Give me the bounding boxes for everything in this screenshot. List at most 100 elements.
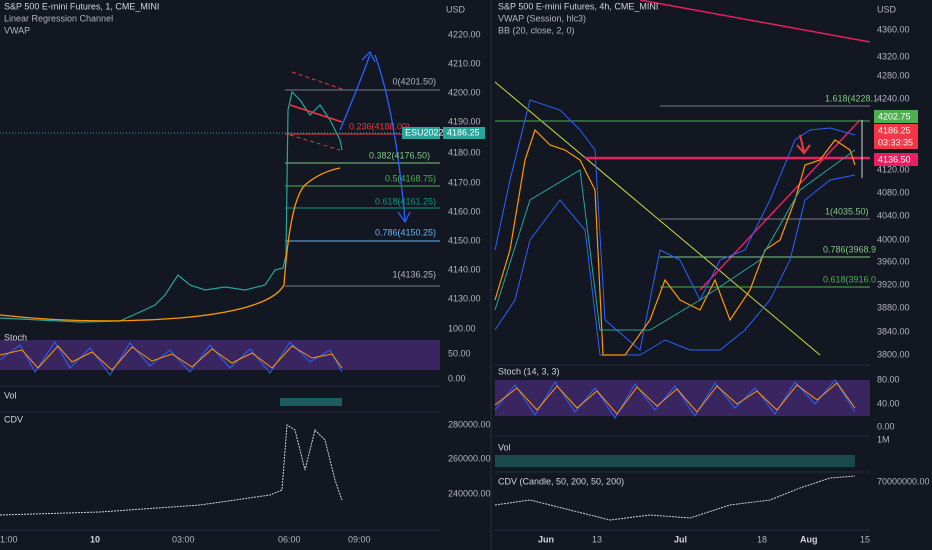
regression-mid	[289, 104, 343, 123]
right-chart: S&P 500 E-mini Futures, 4h, CME_MINI VWA…	[494, 0, 930, 544]
cdv-line	[494, 475, 856, 521]
tick: 0.00	[877, 421, 895, 431]
symbol-tag	[402, 127, 440, 139]
time-label: 06:00	[278, 534, 301, 544]
time-axis: Jun 13 Jul 18 Aug 15	[538, 534, 870, 544]
tick: 4180.00	[448, 147, 481, 157]
bb-lower	[494, 174, 856, 356]
price-tag	[874, 153, 918, 166]
price-axis: 4360.00 4320.00 4280.00 4240.00 4120.00 …	[877, 24, 930, 486]
fib-lines	[285, 89, 440, 287]
pane-title: Stoch	[4, 332, 27, 342]
fib-label: 0.382(4176.50)	[369, 150, 430, 160]
fib-label: 0.236(4188.00)	[349, 121, 410, 131]
fib-label: 1.618(4228.1	[825, 93, 878, 103]
tick: 4130.00	[448, 293, 481, 303]
tick: 4220.00	[448, 29, 481, 39]
fib-label: 0(4201.50)	[392, 76, 436, 86]
fib-label: 0.618(3916.0	[823, 274, 876, 284]
fib-label: 0.786(4150.25)	[375, 227, 436, 237]
price-tag	[874, 110, 918, 123]
tick: 4360.00	[877, 24, 910, 34]
time-label: Jul	[674, 534, 687, 544]
stoch-line	[494, 382, 856, 415]
countdown: 03:33:35	[878, 137, 913, 147]
tick: 4120.00	[877, 164, 910, 174]
tick: 100.00	[448, 323, 476, 333]
price-tag	[443, 127, 485, 139]
tick: 4170.00	[448, 177, 481, 187]
tick: 4320.00	[877, 51, 910, 61]
regression-channel	[291, 71, 346, 91]
tick: 4040.00	[877, 210, 910, 220]
pane-title: CDV (Candle, 50, 200, 50, 200)	[498, 476, 624, 486]
fib-label: 1(4136.25)	[392, 269, 436, 279]
tick: 4190.00	[448, 116, 481, 126]
tick: 50.00	[448, 348, 471, 358]
tick: 4000.00	[877, 234, 910, 244]
header: VWAP	[4, 25, 30, 35]
time-label: 09:00	[348, 534, 371, 544]
vwap	[494, 149, 856, 331]
price-tag-text: 4136.50	[878, 154, 911, 164]
time-label: 15	[860, 534, 870, 544]
header: BB (20, close, 2, 0)	[498, 25, 575, 35]
time-label: 10	[90, 534, 100, 544]
currency: USD	[877, 4, 897, 14]
tick: 0.00	[448, 373, 466, 383]
header: VWAP (Session, hlc3)	[498, 13, 586, 23]
tick: 4150.00	[448, 235, 481, 245]
tick: 1M	[877, 434, 890, 444]
tick: 240000.00	[448, 488, 491, 498]
tick: 4080.00	[877, 187, 910, 197]
price-tag-text: 4186.25	[447, 127, 480, 137]
price-path	[494, 128, 856, 356]
arrow	[339, 50, 411, 224]
arrow	[796, 134, 811, 155]
stoch-line	[494, 379, 856, 419]
pane-title: CDV	[4, 414, 23, 424]
price-tag	[874, 124, 918, 149]
tick: 40.00	[877, 398, 900, 408]
fib-lines	[495, 105, 870, 288]
fib-labels: 0(4201.50) 0.236(4188.00) 0.382(4176.50)…	[349, 76, 436, 279]
price-path	[0, 90, 343, 323]
header: S&P 500 E-mini Futures, 4h, CME_MINI	[498, 1, 658, 11]
stoch-line	[0, 345, 343, 371]
tick: 4160.00	[448, 206, 481, 216]
header: Linear Regression Channel	[4, 13, 113, 23]
symbol-tag-text: ESU2022	[405, 127, 444, 137]
pane-title: Vol	[4, 390, 17, 400]
header: S&P 500 E-mini Futures, 1, CME_MINI	[4, 1, 159, 11]
time-label: 18	[757, 534, 767, 544]
price-axis: 4220.00 4210.00 4200.00 4190.00 4180.00 …	[448, 29, 491, 498]
price-tag-text: 4202.75	[878, 111, 911, 121]
trendline	[699, 119, 861, 291]
tick: 4140.00	[448, 264, 481, 274]
tick: 4200.00	[448, 87, 481, 97]
time-axis: 1:00 10 03:00 06:00 09:00	[0, 534, 371, 544]
tick: 3840.00	[877, 326, 910, 336]
tick: 80.00	[877, 374, 900, 384]
tick: 4280.00	[877, 70, 910, 80]
pane-title: Stoch (14, 3, 3)	[498, 366, 560, 376]
fib-label: 1(4035.50)	[825, 206, 869, 216]
time-label: 1:00	[0, 534, 18, 544]
tick: 4210.00	[448, 58, 481, 68]
time-label: 03:00	[172, 534, 195, 544]
tick: 4240.00	[877, 93, 910, 103]
trendline	[639, 0, 871, 43]
volume	[280, 398, 342, 406]
trendline	[494, 81, 821, 356]
cdv-line	[0, 424, 343, 516]
fib-label: 0.618(4161.25)	[375, 196, 436, 206]
fib-labels: 1.618(4228.1 1(4035.50) 0.786(3968.9 0.6…	[823, 93, 878, 284]
pane-title: Vol	[498, 442, 511, 452]
price-tag-text: 4186.25	[878, 125, 911, 135]
left-chart: S&P 500 E-mini Futures, 1, CME_MINI Line…	[0, 1, 491, 544]
tick: 3800.00	[877, 349, 910, 359]
tick: 70000000.00	[877, 476, 930, 486]
regression-channel	[289, 134, 341, 151]
tick: 280000.00	[448, 419, 491, 429]
